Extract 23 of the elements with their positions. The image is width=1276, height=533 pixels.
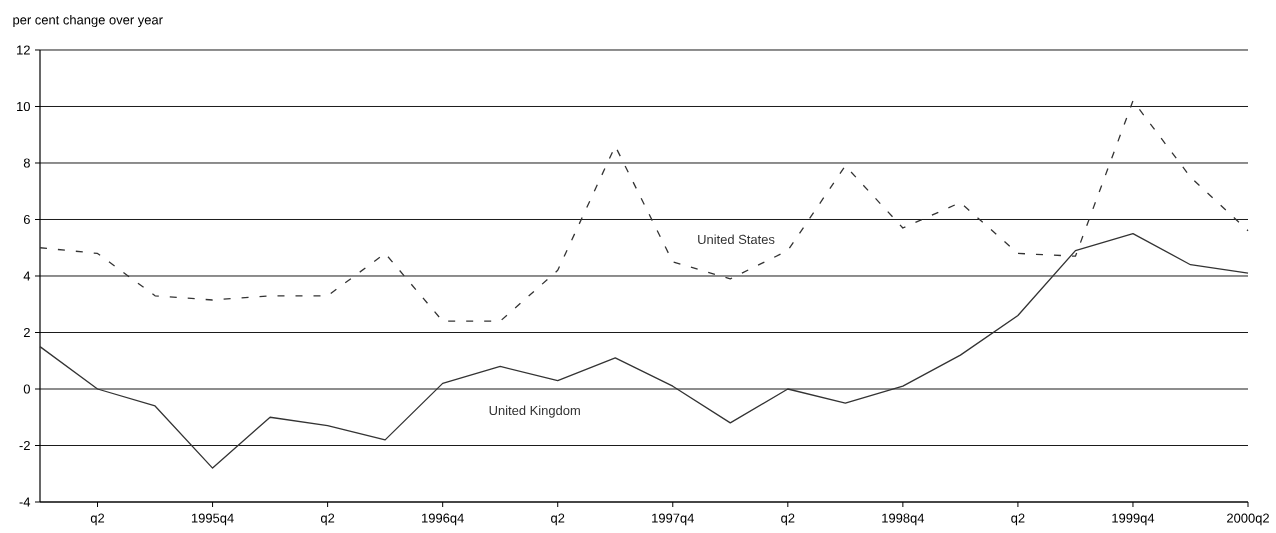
- y-tick-label: 2: [23, 327, 30, 338]
- x-tick-label: 1995q4: [191, 513, 234, 526]
- text: United Kingdom: [489, 405, 580, 418]
- x-tick-label: q2: [320, 513, 335, 526]
- y-tick-label: 8: [23, 158, 30, 168]
- x-tick-label: 1997q4: [652, 513, 694, 526]
- y-tick-label: 10: [17, 101, 30, 112]
- y-tick-label: 12: [17, 45, 30, 55]
- y-tick-label: -4: [19, 497, 31, 507]
- y-tick-label: 0: [23, 384, 30, 394]
- y-tick-label: -2: [19, 440, 30, 451]
- x-tick-label: q2: [1011, 513, 1025, 526]
- x-tick-label: q2: [781, 513, 795, 526]
- x-tick-label: 1996q4: [422, 513, 464, 526]
- y-axis-title: per cent change over year: [13, 14, 163, 28]
- x-tick-label: 1998q4: [882, 513, 925, 526]
- x-tick-label: q2: [90, 513, 105, 526]
- x-tick-label: q2: [551, 513, 565, 526]
- y-tick-label: 4: [23, 271, 31, 281]
- x-tick-label: 2000q2: [1227, 513, 1269, 526]
- y-tick-label: 6: [23, 214, 30, 225]
- x-tick-label: 1999q4: [1112, 513, 1155, 526]
- series-label: United States: [698, 234, 775, 245]
